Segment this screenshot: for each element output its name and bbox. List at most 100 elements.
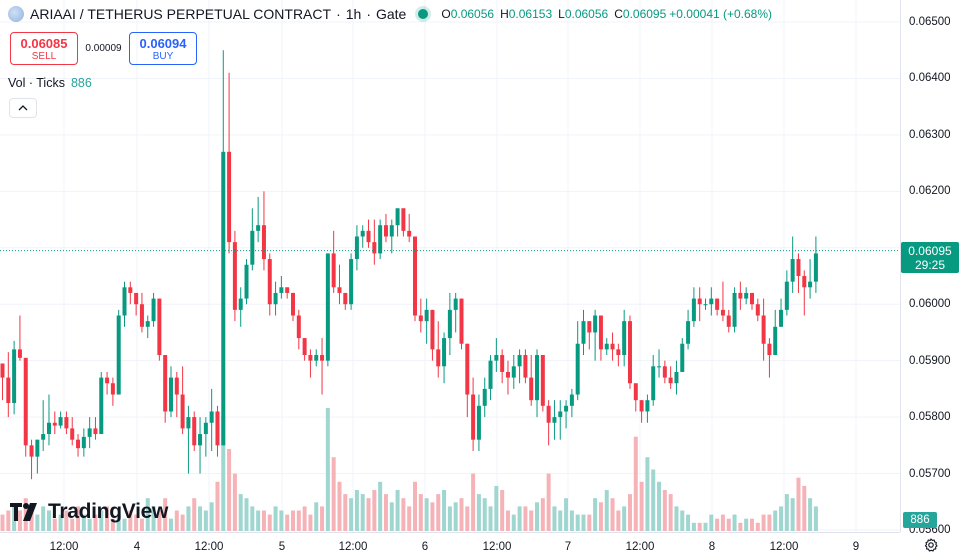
volume-bar <box>151 506 156 531</box>
candle-body <box>76 439 81 449</box>
volume-bar <box>93 514 98 531</box>
volume-bar <box>575 514 580 531</box>
candle-body <box>401 208 406 231</box>
candle-body <box>569 394 574 406</box>
candle-body <box>639 400 644 412</box>
volume-bar <box>593 498 598 531</box>
volume-bar <box>267 514 272 531</box>
candle-body <box>593 315 598 333</box>
candle-body <box>198 434 203 446</box>
candle-body <box>17 349 22 358</box>
candle-body <box>0 363 5 378</box>
candle-body <box>616 349 621 356</box>
time-tick-label: 6 <box>421 541 429 553</box>
volume-bar <box>105 506 110 531</box>
volume-bar <box>221 416 226 531</box>
candle-body <box>413 236 418 316</box>
candle-body <box>802 276 807 288</box>
candle-body <box>337 287 342 293</box>
volume-bar <box>500 490 505 531</box>
candle-body <box>134 292 139 305</box>
buy-button[interactable]: 0.06094 BUY <box>129 32 197 65</box>
volume-bar <box>6 510 11 531</box>
candle-body <box>285 287 290 293</box>
candle-body <box>575 343 580 395</box>
candle-body <box>186 417 191 429</box>
candle-body <box>320 355 325 361</box>
volume-bar <box>81 514 86 531</box>
candle-body <box>622 321 627 356</box>
candle-body <box>680 343 685 372</box>
candle-body <box>523 355 528 378</box>
volume-bar <box>110 518 115 531</box>
candle-body <box>494 355 499 361</box>
trade-panel: 0.06085 SELL 0.00009 0.06094 BUY <box>10 32 197 65</box>
candle-body <box>395 208 400 226</box>
collapse-legend-button[interactable] <box>9 98 37 118</box>
candle-body <box>372 242 377 254</box>
candle-body <box>349 259 354 305</box>
volume-bar <box>192 498 197 531</box>
exchange-label[interactable]: Gate <box>375 6 407 22</box>
sell-label: SELL <box>31 51 57 62</box>
tradingview-logo[interactable]: TradingView <box>10 500 168 524</box>
candle-body <box>331 253 336 288</box>
volume-bar <box>662 490 667 531</box>
volume-bar <box>523 506 528 531</box>
volume-bar <box>285 514 290 531</box>
candle-body <box>732 292 737 327</box>
time-tick-label: 12:00 <box>625 541 655 553</box>
candle-body <box>633 383 638 401</box>
volume-bar <box>360 494 365 531</box>
candle-body <box>697 298 702 305</box>
candle-body <box>70 428 75 440</box>
volume-bar <box>209 502 214 531</box>
volume-bar <box>76 506 81 531</box>
interval-label[interactable]: 1h <box>345 6 362 22</box>
candle-countdown: 29:25 <box>914 258 946 272</box>
volume-bar <box>122 518 127 531</box>
volume-bar <box>250 506 255 531</box>
candle-body <box>773 326 778 356</box>
candle-body <box>436 349 441 367</box>
volume-bar <box>198 506 203 531</box>
chevron-up-icon <box>18 105 28 111</box>
sell-button[interactable]: 0.06085 SELL <box>10 32 78 65</box>
volume-bar <box>87 518 92 531</box>
volume-bar <box>261 510 266 531</box>
time-tick-label: 5 <box>278 541 286 553</box>
time-tick-label: 12:00 <box>769 541 799 553</box>
volume-legend[interactable]: Vol · Ticks 886 <box>8 76 92 90</box>
symbol-logo-icon[interactable] <box>8 6 24 22</box>
volume-bar <box>761 514 766 531</box>
volume-bar <box>691 522 696 531</box>
candle-body <box>64 417 69 429</box>
volume-bar <box>46 510 51 531</box>
candle-body <box>93 428 98 435</box>
volume-bar <box>128 510 133 531</box>
candle-body <box>790 259 795 282</box>
market-status-icon[interactable] <box>418 9 429 19</box>
high-label: H <box>500 7 509 21</box>
volume-bar <box>139 518 144 531</box>
volume-bar <box>535 502 540 531</box>
candle-body <box>215 411 220 446</box>
candle-body <box>273 292 278 305</box>
settings-gear-icon[interactable] <box>924 538 938 552</box>
symbol-title[interactable]: ARIAAI / TETHERUS PERPETUAL CONTRACT <box>30 6 332 22</box>
candle-body <box>238 298 243 310</box>
candlestick-chart[interactable] <box>0 0 900 532</box>
candle-body <box>505 371 510 378</box>
volume-bar <box>610 498 615 531</box>
candle-body <box>157 298 162 356</box>
price-tick-label: 0.06000 <box>909 298 951 311</box>
volume-bar <box>52 518 57 531</box>
candle-body <box>691 298 696 322</box>
separator: · <box>336 6 341 22</box>
candle-body <box>459 298 464 344</box>
candle-body <box>674 371 679 384</box>
volume-bar <box>755 522 760 531</box>
volume-bar <box>465 506 470 531</box>
candle-body <box>139 304 144 327</box>
time-axis[interactable]: 12:00 4 12:00 5 12:00 6 12:00 7 12:00 8 12:00 9 <box>0 532 900 560</box>
